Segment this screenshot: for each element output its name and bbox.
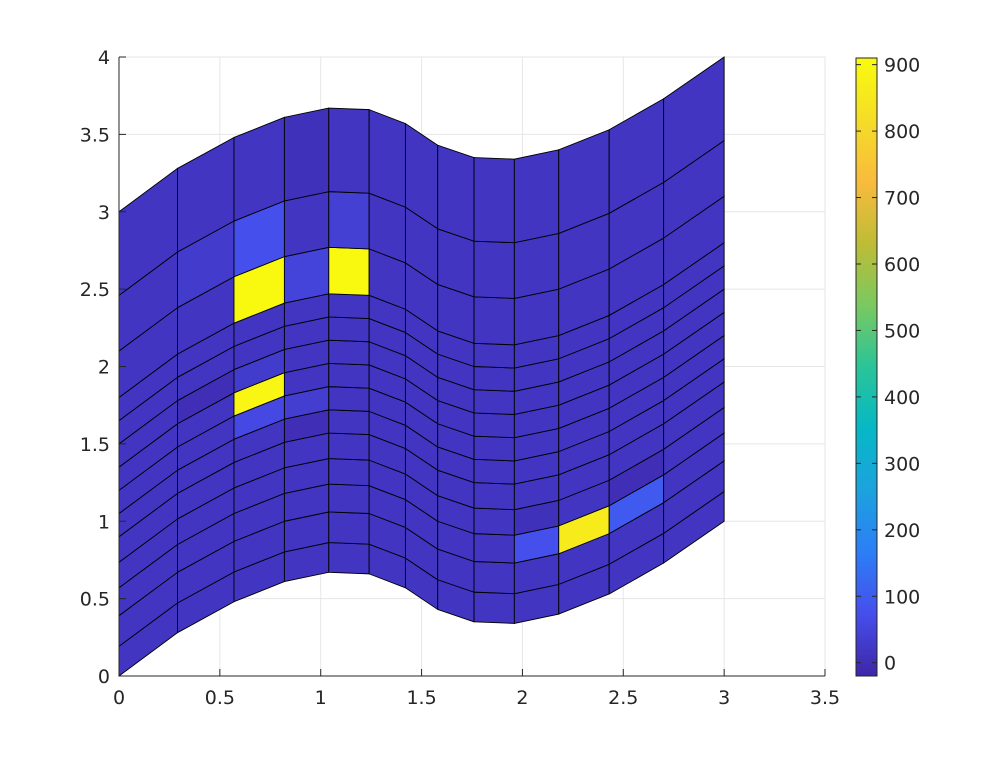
y-tick-label: 4 bbox=[98, 47, 110, 69]
colorbar-tick-label: 100 bbox=[884, 586, 920, 608]
heatmap-cell bbox=[473, 561, 515, 595]
x-tick-label: 0 bbox=[113, 687, 125, 709]
y-tick-label: 2.5 bbox=[80, 279, 110, 301]
x-tick-label: 3 bbox=[718, 687, 730, 709]
colorbar-gradient bbox=[855, 57, 878, 677]
heatmap-cell bbox=[513, 232, 560, 299]
y-tick-label: 2 bbox=[98, 357, 110, 379]
x-tick-label: 2.5 bbox=[608, 687, 638, 709]
heatmap-cell bbox=[328, 362, 370, 389]
y-tick-label: 0 bbox=[98, 666, 110, 688]
x-tick-label: 3.5 bbox=[810, 687, 840, 709]
colorbar: 0 100 200 300 400 500 600 700 800 900 bbox=[855, 55, 920, 677]
heatmap-cell bbox=[473, 591, 515, 624]
heatmap-cell bbox=[328, 409, 370, 436]
colorbar-ticks: 0 100 200 300 400 500 600 700 800 900 bbox=[856, 55, 920, 675]
heatmap-cell bbox=[328, 191, 370, 250]
heatmap-cell bbox=[328, 542, 370, 575]
heatmap-cell bbox=[473, 412, 515, 439]
heatmap-cell bbox=[473, 435, 515, 462]
heatmap-cell bbox=[283, 191, 330, 258]
heatmap-cell bbox=[328, 432, 370, 461]
heatmap-cell bbox=[328, 293, 370, 319]
heatmap-cell bbox=[473, 342, 515, 369]
heatmap-cell bbox=[473, 240, 515, 299]
heatmap-cell bbox=[473, 533, 515, 564]
heatmap-cell bbox=[328, 483, 370, 514]
x-tick-label: 1 bbox=[315, 687, 327, 709]
heatmap-cell bbox=[473, 389, 515, 415]
heatmap-cell bbox=[368, 108, 406, 208]
y-tick-label: 1.5 bbox=[80, 434, 110, 456]
colorbar-tick-label: 600 bbox=[884, 254, 920, 276]
y-tick-label: 0.5 bbox=[80, 589, 110, 611]
heatmap-cell bbox=[328, 107, 370, 194]
heatmap-cell bbox=[473, 366, 515, 392]
heatmap-cell bbox=[437, 144, 475, 242]
heatmap-cell bbox=[473, 507, 515, 536]
plot-area: 0 0.5 1 1.5 2 2.5 3 3.5 0 0.5 1 1.5 2 2.5 3 3.5 4 bbox=[80, 47, 840, 709]
x-tick-label: 0.5 bbox=[205, 687, 235, 709]
x-tick-label: 1.5 bbox=[406, 687, 436, 709]
colorbar-tick-label: 500 bbox=[884, 320, 920, 342]
colorbar-tick-label: 0 bbox=[884, 653, 896, 675]
x-tick-label: 2 bbox=[516, 687, 528, 709]
heatmap-cell bbox=[473, 458, 515, 485]
heatmap-cell bbox=[328, 386, 370, 412]
colorbar-tick-label: 700 bbox=[884, 188, 920, 210]
heatmap-cell bbox=[663, 56, 725, 184]
colorbar-tick-label: 900 bbox=[884, 55, 920, 77]
colorbar-tick-label: 400 bbox=[884, 387, 920, 409]
heatmap-cell bbox=[513, 288, 560, 346]
y-tick-label: 3 bbox=[98, 202, 110, 224]
heatmap-cell bbox=[328, 458, 370, 487]
colorbar-tick-label: 800 bbox=[884, 121, 920, 143]
heatmap-cells bbox=[118, 56, 725, 677]
colorbar-tick-label: 200 bbox=[884, 520, 920, 542]
heatmap-cell bbox=[473, 296, 515, 346]
heatmap-cell bbox=[328, 339, 370, 366]
heatmap-cell bbox=[473, 482, 515, 511]
y-tick-label: 3.5 bbox=[80, 124, 110, 146]
colorbar-tick-label: 300 bbox=[884, 453, 920, 475]
heatmap-cell bbox=[328, 246, 370, 296]
x-axis-ticks: 0 0.5 1 1.5 2 2.5 3 3.5 bbox=[113, 669, 840, 709]
y-tick-label: 1 bbox=[98, 511, 110, 533]
heatmap-cell bbox=[513, 149, 560, 244]
heatmap-cell bbox=[473, 157, 515, 244]
y-axis-ticks: 0 0.5 1 1.5 2 2.5 3 3.5 4 bbox=[80, 47, 126, 688]
heatmap-cell bbox=[328, 316, 370, 343]
heatmap-cell bbox=[328, 511, 370, 545]
heatmap-cell bbox=[283, 246, 330, 304]
heatmap-cell bbox=[283, 107, 330, 202]
